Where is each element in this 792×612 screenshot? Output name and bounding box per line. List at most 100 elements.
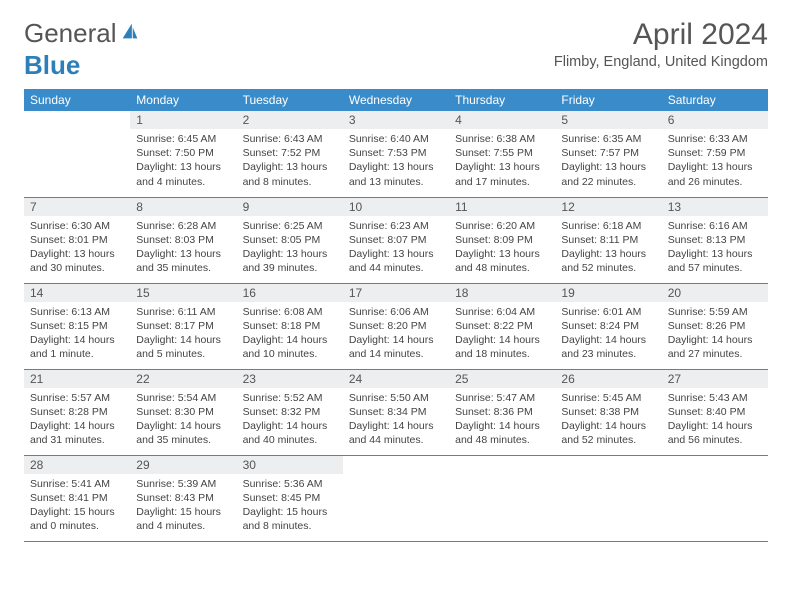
calendar-week-row: 21Sunrise: 5:57 AMSunset: 8:28 PMDayligh… bbox=[24, 369, 768, 455]
day-dl: Daylight: 13 hours and 44 minutes. bbox=[349, 247, 443, 275]
weekday-header: Thursday bbox=[449, 89, 555, 111]
day-sr: Sunrise: 6:18 AM bbox=[561, 219, 655, 233]
calendar-day-cell: 10Sunrise: 6:23 AMSunset: 8:07 PMDayligh… bbox=[343, 197, 449, 283]
day-ss: Sunset: 8:15 PM bbox=[30, 319, 124, 333]
day-dl: Daylight: 13 hours and 22 minutes. bbox=[561, 160, 655, 188]
day-number: 24 bbox=[343, 370, 449, 388]
day-ss: Sunset: 8:28 PM bbox=[30, 405, 124, 419]
day-details: Sunrise: 5:54 AMSunset: 8:30 PMDaylight:… bbox=[130, 388, 236, 453]
day-details: Sunrise: 5:41 AMSunset: 8:41 PMDaylight:… bbox=[24, 474, 130, 539]
day-dl: Daylight: 13 hours and 52 minutes. bbox=[561, 247, 655, 275]
day-sr: Sunrise: 6:25 AM bbox=[243, 219, 337, 233]
day-details: Sunrise: 6:11 AMSunset: 8:17 PMDaylight:… bbox=[130, 302, 236, 367]
calendar-day-cell bbox=[662, 455, 768, 541]
weekday-header: Tuesday bbox=[237, 89, 343, 111]
day-sr: Sunrise: 6:38 AM bbox=[455, 132, 549, 146]
day-sr: Sunrise: 5:59 AM bbox=[668, 305, 762, 319]
day-ss: Sunset: 8:17 PM bbox=[136, 319, 230, 333]
day-dl: Daylight: 14 hours and 56 minutes. bbox=[668, 419, 762, 447]
logo-text-general: General bbox=[24, 18, 117, 49]
day-number: 19 bbox=[555, 284, 661, 302]
calendar-day-cell: 4Sunrise: 6:38 AMSunset: 7:55 PMDaylight… bbox=[449, 111, 555, 197]
day-dl: Daylight: 14 hours and 40 minutes. bbox=[243, 419, 337, 447]
day-details: Sunrise: 6:45 AMSunset: 7:50 PMDaylight:… bbox=[130, 129, 236, 194]
day-details: Sunrise: 6:28 AMSunset: 8:03 PMDaylight:… bbox=[130, 216, 236, 281]
day-sr: Sunrise: 6:16 AM bbox=[668, 219, 762, 233]
weekday-header: Sunday bbox=[24, 89, 130, 111]
day-sr: Sunrise: 6:30 AM bbox=[30, 219, 124, 233]
day-ss: Sunset: 8:01 PM bbox=[30, 233, 124, 247]
day-details: Sunrise: 6:13 AMSunset: 8:15 PMDaylight:… bbox=[24, 302, 130, 367]
calendar-day-cell: 1Sunrise: 6:45 AMSunset: 7:50 PMDaylight… bbox=[130, 111, 236, 197]
day-number: 28 bbox=[24, 456, 130, 474]
calendar-day-cell: 27Sunrise: 5:43 AMSunset: 8:40 PMDayligh… bbox=[662, 369, 768, 455]
day-details: Sunrise: 6:23 AMSunset: 8:07 PMDaylight:… bbox=[343, 216, 449, 281]
day-sr: Sunrise: 5:45 AM bbox=[561, 391, 655, 405]
day-details: Sunrise: 6:01 AMSunset: 8:24 PMDaylight:… bbox=[555, 302, 661, 367]
calendar-day-cell: 28Sunrise: 5:41 AMSunset: 8:41 PMDayligh… bbox=[24, 455, 130, 541]
day-ss: Sunset: 8:24 PM bbox=[561, 319, 655, 333]
calendar-week-row: 7Sunrise: 6:30 AMSunset: 8:01 PMDaylight… bbox=[24, 197, 768, 283]
page-title: April 2024 bbox=[554, 18, 768, 52]
day-ss: Sunset: 8:05 PM bbox=[243, 233, 337, 247]
day-number: 3 bbox=[343, 111, 449, 129]
day-dl: Daylight: 13 hours and 4 minutes. bbox=[136, 160, 230, 188]
day-details: Sunrise: 6:25 AMSunset: 8:05 PMDaylight:… bbox=[237, 216, 343, 281]
day-ss: Sunset: 7:52 PM bbox=[243, 146, 337, 160]
day-details: Sunrise: 6:33 AMSunset: 7:59 PMDaylight:… bbox=[662, 129, 768, 194]
day-dl: Daylight: 14 hours and 31 minutes. bbox=[30, 419, 124, 447]
calendar-day-cell: 18Sunrise: 6:04 AMSunset: 8:22 PMDayligh… bbox=[449, 283, 555, 369]
day-number: 11 bbox=[449, 198, 555, 216]
calendar-header-row: SundayMondayTuesdayWednesdayThursdayFrid… bbox=[24, 89, 768, 111]
day-number: 15 bbox=[130, 284, 236, 302]
calendar-day-cell: 5Sunrise: 6:35 AMSunset: 7:57 PMDaylight… bbox=[555, 111, 661, 197]
day-number: 30 bbox=[237, 456, 343, 474]
day-details: Sunrise: 6:38 AMSunset: 7:55 PMDaylight:… bbox=[449, 129, 555, 194]
day-sr: Sunrise: 5:52 AM bbox=[243, 391, 337, 405]
day-details: Sunrise: 6:40 AMSunset: 7:53 PMDaylight:… bbox=[343, 129, 449, 194]
calendar-day-cell: 21Sunrise: 5:57 AMSunset: 8:28 PMDayligh… bbox=[24, 369, 130, 455]
day-details: Sunrise: 6:16 AMSunset: 8:13 PMDaylight:… bbox=[662, 216, 768, 281]
day-details: Sunrise: 5:50 AMSunset: 8:34 PMDaylight:… bbox=[343, 388, 449, 453]
day-ss: Sunset: 8:07 PM bbox=[349, 233, 443, 247]
day-number: 20 bbox=[662, 284, 768, 302]
day-number: 2 bbox=[237, 111, 343, 129]
calendar-week-row: 1Sunrise: 6:45 AMSunset: 7:50 PMDaylight… bbox=[24, 111, 768, 197]
day-ss: Sunset: 8:03 PM bbox=[136, 233, 230, 247]
day-dl: Daylight: 14 hours and 27 minutes. bbox=[668, 333, 762, 361]
day-sr: Sunrise: 6:40 AM bbox=[349, 132, 443, 146]
day-sr: Sunrise: 6:01 AM bbox=[561, 305, 655, 319]
day-ss: Sunset: 8:26 PM bbox=[668, 319, 762, 333]
day-details: Sunrise: 5:57 AMSunset: 8:28 PMDaylight:… bbox=[24, 388, 130, 453]
day-dl: Daylight: 13 hours and 30 minutes. bbox=[30, 247, 124, 275]
calendar-day-cell: 3Sunrise: 6:40 AMSunset: 7:53 PMDaylight… bbox=[343, 111, 449, 197]
day-ss: Sunset: 8:38 PM bbox=[561, 405, 655, 419]
day-sr: Sunrise: 6:06 AM bbox=[349, 305, 443, 319]
day-sr: Sunrise: 6:23 AM bbox=[349, 219, 443, 233]
day-dl: Daylight: 15 hours and 4 minutes. bbox=[136, 505, 230, 533]
day-number: 13 bbox=[662, 198, 768, 216]
calendar-day-cell: 25Sunrise: 5:47 AMSunset: 8:36 PMDayligh… bbox=[449, 369, 555, 455]
calendar-day-cell: 19Sunrise: 6:01 AMSunset: 8:24 PMDayligh… bbox=[555, 283, 661, 369]
location-subtitle: Flimby, England, United Kingdom bbox=[554, 54, 768, 70]
calendar-day-cell: 17Sunrise: 6:06 AMSunset: 8:20 PMDayligh… bbox=[343, 283, 449, 369]
day-details: Sunrise: 6:08 AMSunset: 8:18 PMDaylight:… bbox=[237, 302, 343, 367]
day-sr: Sunrise: 5:39 AM bbox=[136, 477, 230, 491]
logo-text-blue: Blue bbox=[24, 50, 80, 81]
calendar-day-cell: 2Sunrise: 6:43 AMSunset: 7:52 PMDaylight… bbox=[237, 111, 343, 197]
day-dl: Daylight: 13 hours and 26 minutes. bbox=[668, 160, 762, 188]
day-details: Sunrise: 5:39 AMSunset: 8:43 PMDaylight:… bbox=[130, 474, 236, 539]
day-number: 29 bbox=[130, 456, 236, 474]
day-ss: Sunset: 8:41 PM bbox=[30, 491, 124, 505]
day-sr: Sunrise: 6:43 AM bbox=[243, 132, 337, 146]
day-dl: Daylight: 13 hours and 39 minutes. bbox=[243, 247, 337, 275]
calendar-day-cell: 6Sunrise: 6:33 AMSunset: 7:59 PMDaylight… bbox=[662, 111, 768, 197]
day-ss: Sunset: 8:40 PM bbox=[668, 405, 762, 419]
day-ss: Sunset: 8:22 PM bbox=[455, 319, 549, 333]
day-sr: Sunrise: 5:54 AM bbox=[136, 391, 230, 405]
day-dl: Daylight: 15 hours and 0 minutes. bbox=[30, 505, 124, 533]
day-details: Sunrise: 5:45 AMSunset: 8:38 PMDaylight:… bbox=[555, 388, 661, 453]
calendar-day-cell: 22Sunrise: 5:54 AMSunset: 8:30 PMDayligh… bbox=[130, 369, 236, 455]
day-details: Sunrise: 6:04 AMSunset: 8:22 PMDaylight:… bbox=[449, 302, 555, 367]
logo-sail-icon bbox=[119, 18, 141, 49]
